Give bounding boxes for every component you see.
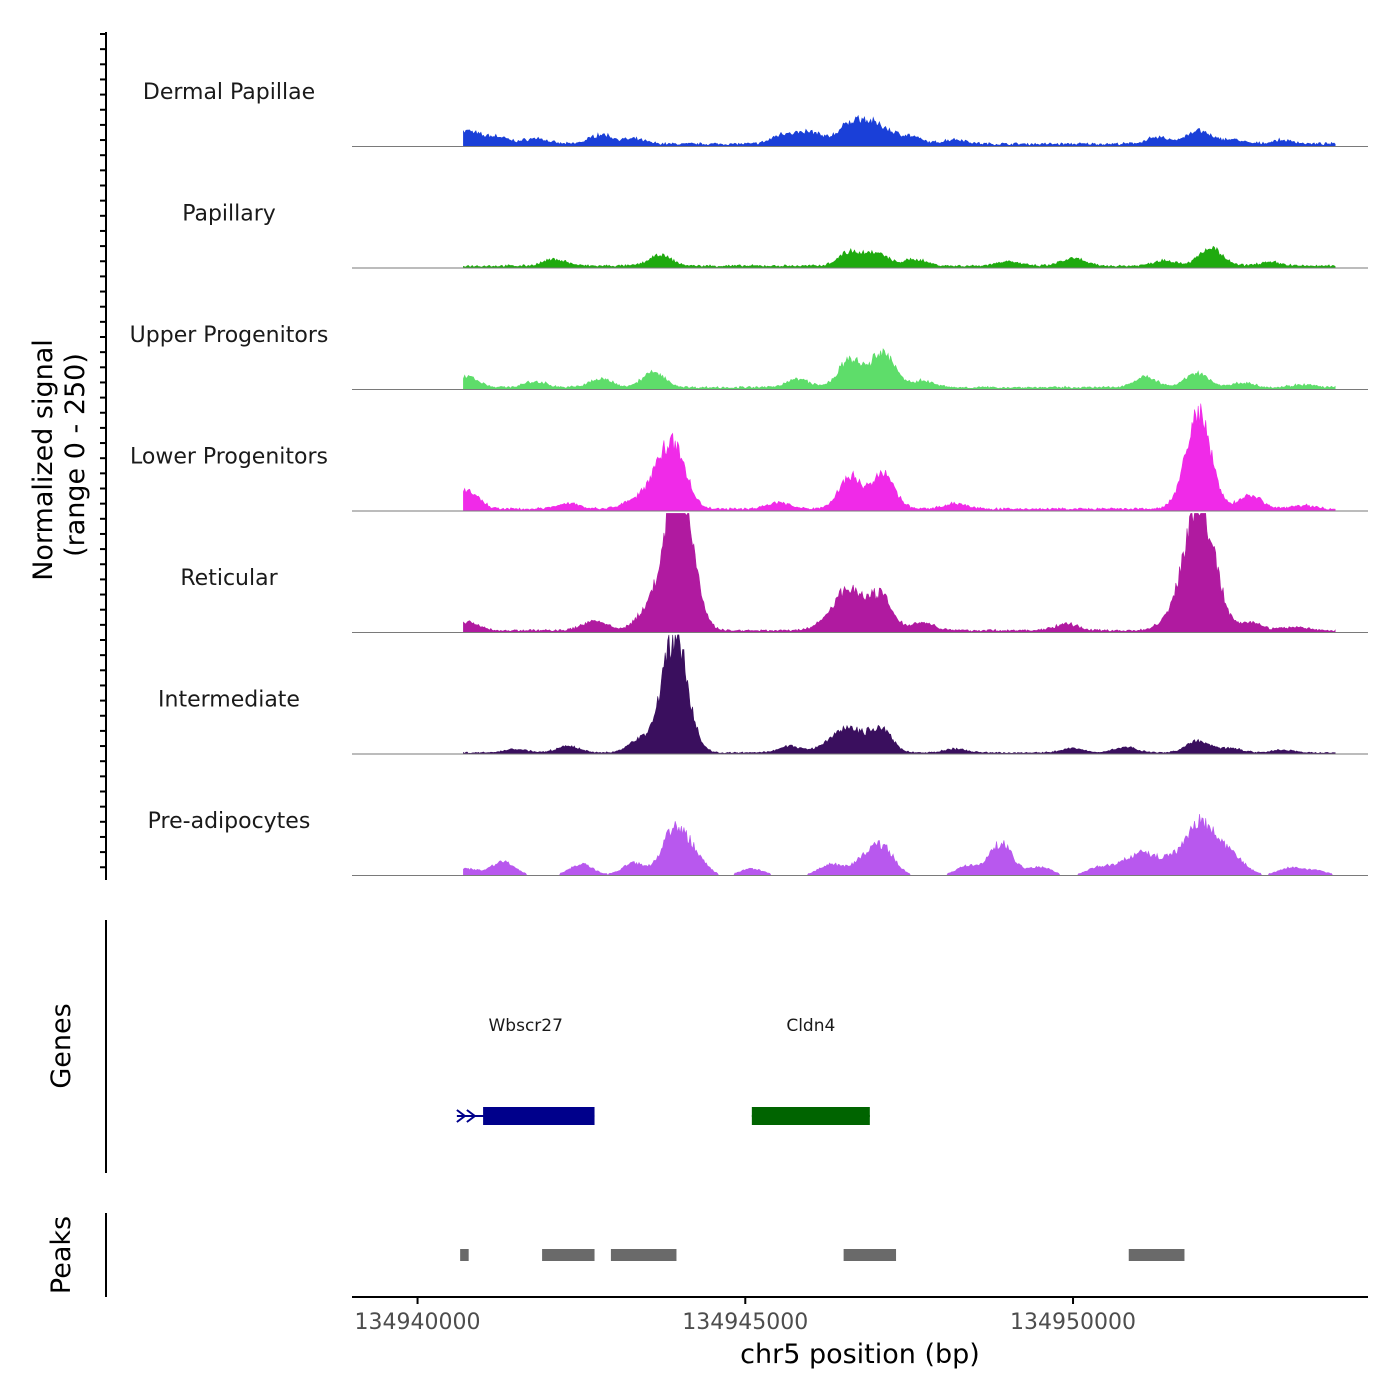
signal-area — [463, 348, 1336, 390]
coverage-y-axis-ticks — [100, 33, 106, 869]
peak-region — [843, 1249, 897, 1261]
peak-region — [542, 1249, 595, 1261]
track-pre-adipocytes: Pre-adipocytes — [148, 809, 1368, 877]
genes-panel-title: Genes — [46, 1003, 77, 1088]
strand-arrow-icon — [456, 1109, 477, 1123]
x-tick-label: 134945000 — [682, 1310, 808, 1335]
y-axis-title: Normalized signal (range 0 - 250) — [28, 339, 91, 581]
track-label: Pre-adipocytes — [148, 809, 311, 834]
track-intermediate: Intermediate — [158, 634, 1368, 755]
signal-area — [463, 114, 1336, 147]
peak-region — [610, 1249, 677, 1261]
x-axis-ticks: 134940000 134945000 134950000 — [355, 1297, 1136, 1335]
signal-area — [463, 813, 1336, 877]
gene-exon — [751, 1107, 870, 1125]
signal-area — [463, 403, 1336, 512]
gene-cldn4: Cldn4 — [751, 1016, 870, 1125]
peak-region — [460, 1249, 469, 1261]
track-upper-progenitors: Upper Progenitors — [130, 323, 1368, 390]
track-label: Lower Progenitors — [130, 445, 328, 470]
track-label: Dermal Papillae — [143, 80, 315, 105]
gene-exon — [483, 1107, 595, 1125]
track-label: Intermediate — [158, 688, 300, 713]
track-label: Reticular — [180, 566, 278, 591]
gene-wbscr27: Wbscr27 — [456, 1016, 595, 1125]
track-lower-progenitors: Lower Progenitors — [130, 403, 1368, 512]
gene-annotations: Wbscr27 Cldn4 — [456, 1016, 870, 1125]
signal-area — [463, 634, 1336, 755]
track-dermal-papillae: Dermal Papillae — [143, 80, 1368, 147]
coverage-tracks: Dermal Papillae Papillary Upper Progenitor… — [130, 80, 1368, 877]
gene-label: Cldn4 — [786, 1016, 835, 1036]
x-tick-label: 134950000 — [1010, 1310, 1136, 1335]
y-axis-title-main: Normalized signal — [28, 339, 59, 581]
signal-area — [463, 245, 1336, 269]
peak-region — [1128, 1249, 1185, 1261]
x-tick-label: 134940000 — [355, 1310, 481, 1335]
peak-regions — [460, 1249, 1185, 1261]
track-label: Papillary — [182, 202, 276, 227]
y-axis-title-range: (range 0 - 250) — [60, 353, 91, 557]
signal-area — [463, 513, 1336, 633]
gene-label: Wbscr27 — [488, 1016, 562, 1036]
peaks-panel-title: Peaks — [46, 1216, 77, 1294]
x-axis-title: chr5 position (bp) — [740, 1339, 980, 1370]
track-label: Upper Progenitors — [130, 323, 329, 348]
track-reticular: Reticular — [180, 513, 1368, 633]
track-papillary: Papillary — [182, 202, 1368, 269]
